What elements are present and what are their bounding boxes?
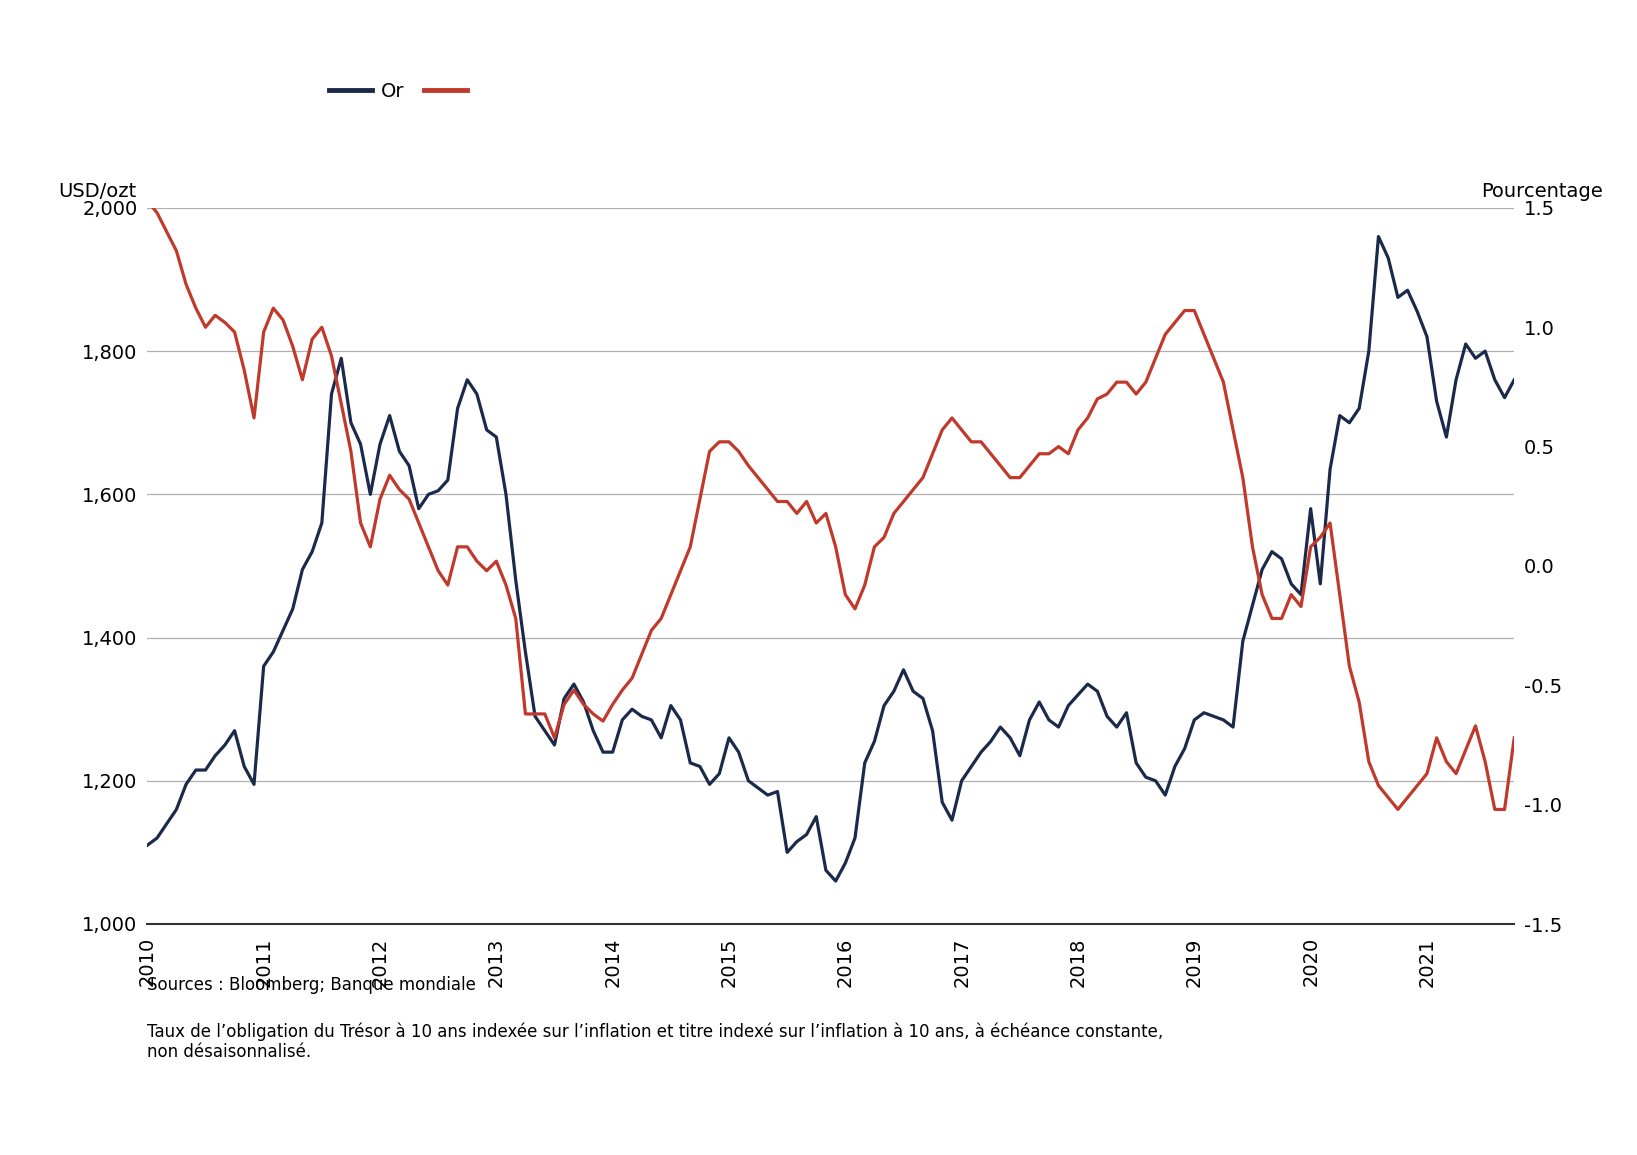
- Legend: Or, : Or,: [321, 74, 485, 109]
- Text: Sources : Bloomberg; Banque mondiale: Sources : Bloomberg; Banque mondiale: [147, 976, 476, 994]
- Text: USD/ozt: USD/ozt: [59, 181, 138, 201]
- Text: Pourcentage: Pourcentage: [1481, 181, 1603, 201]
- Text: Taux de l’obligation du Trésor à 10 ans indexée sur l’inflation et titre indexé : Taux de l’obligation du Trésor à 10 ans …: [147, 1022, 1164, 1061]
